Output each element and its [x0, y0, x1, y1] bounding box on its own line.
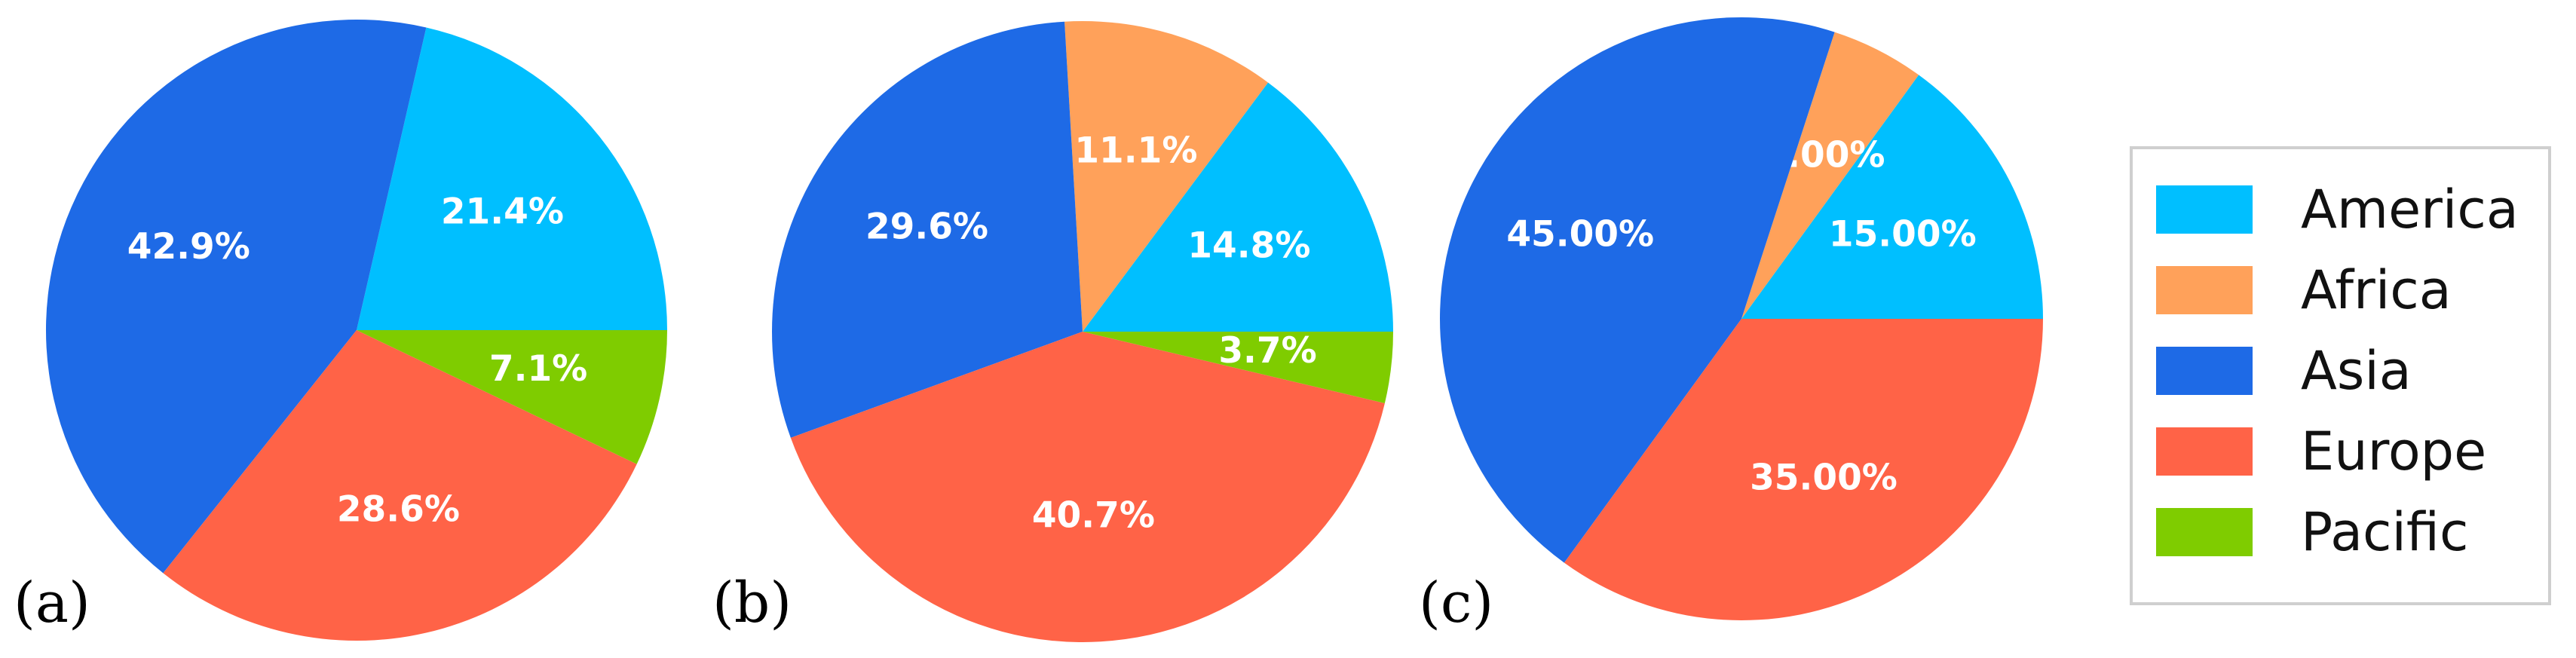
pie-c-slice-america — [1741, 75, 2043, 319]
legend-label-pacific: Pacific — [2301, 501, 2468, 563]
legend-swatch-pacific — [2156, 508, 2253, 556]
pie-c-label-europe: 35.00% — [1750, 457, 1898, 498]
pie-c-slice-europe — [1564, 319, 2043, 621]
pie-chart-b: 14.8% 11.1% 29.6% 40.7% 3.7% — [772, 21, 1393, 642]
pie-b-slice-asia — [772, 21, 1083, 438]
pie-b-slice-africa — [1064, 21, 1269, 332]
pie-chart-c: 15.00%5.00%45.00%35.00% — [1440, 17, 2043, 621]
pie-c-label-asia: 45.00% — [1506, 214, 1654, 256]
legend-label-europe: Europe — [2301, 421, 2486, 482]
pie-c-label-america: 15.00% — [1829, 214, 1977, 256]
pie-a-label-pacific: 7.1% — [489, 348, 587, 390]
pie-b-slice-europe — [790, 332, 1385, 642]
panel-label-b: (b) — [712, 571, 792, 635]
legend-swatch-europe — [2156, 427, 2253, 476]
pie-b-label-pacific: 3.7% — [1218, 330, 1316, 372]
legend-label-africa: Africa — [2301, 259, 2452, 321]
pie-b-label-asia: 29.6% — [865, 207, 988, 248]
pie-b-label-europe: 40.7% — [1032, 494, 1155, 536]
panel-label-a: (a) — [14, 571, 90, 635]
panel-label-c: (c) — [1419, 571, 1493, 635]
pie-a-label-europe: 28.6% — [337, 488, 460, 530]
pie-c-slice-asia — [1440, 17, 1835, 563]
legend-label-america: America — [2301, 179, 2519, 240]
legend: America Africa Asia Europe Pacific — [2130, 146, 2551, 605]
pie-a-slice-pacific — [357, 330, 667, 464]
pie-a-label-asia: 42.9% — [127, 226, 250, 268]
legend-swatch-america — [2156, 185, 2253, 234]
pie-a-slice-europe — [163, 330, 637, 641]
pie-b-label-africa: 11.1% — [1074, 130, 1197, 172]
pie-b-slice-pacific — [1083, 332, 1393, 404]
pie-chart-a: 21.4% 42.9% 28.6% 7.1% — [45, 19, 667, 641]
legend-swatch-africa — [2156, 266, 2253, 314]
pie-a-slice-america — [357, 27, 667, 331]
pie-c-slice-africa — [1741, 32, 1919, 319]
pie-b-label-america: 14.8% — [1187, 225, 1310, 267]
legend-label-asia: Asia — [2301, 340, 2412, 402]
legend-swatch-asia — [2156, 347, 2253, 395]
pie-a-slice-asia — [45, 19, 427, 574]
pie-a-label-america: 21.4% — [441, 191, 564, 233]
pie-b-slice-america — [1083, 82, 1393, 332]
